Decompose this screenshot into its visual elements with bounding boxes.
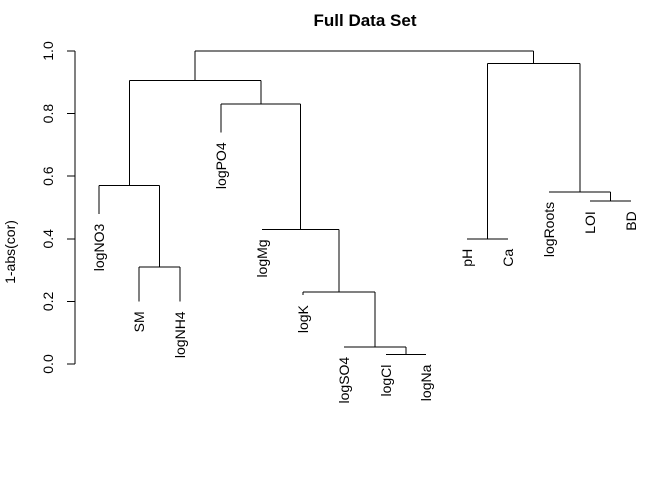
leaf-label: SM <box>131 311 147 332</box>
leaf-labels: logNO3 SM logNH4 logPO4 logMg logK logSO4 logCl… <box>91 142 639 403</box>
y-tick-label: 0.8 <box>40 104 56 124</box>
dendrogram-tree <box>98 50 631 356</box>
merge-m9 <box>98 185 160 267</box>
y-tick-label: 0.2 <box>40 291 56 311</box>
leaf-label: logMg <box>254 239 270 277</box>
merge-m3 <box>302 291 376 347</box>
leaf-label: logRoots <box>541 202 557 257</box>
leaf-label: logSO4 <box>336 357 352 404</box>
merge-m8 <box>549 191 611 202</box>
leaf-label: logCl <box>378 365 394 397</box>
merge-m2 <box>344 346 407 355</box>
y-axis: 0.0 0.2 0.4 0.6 0.8 1.0 <box>40 41 76 374</box>
merge-m11 <box>128 80 262 186</box>
leaf-label: Ca <box>500 249 516 267</box>
leaf-label: BD <box>623 211 639 230</box>
merge-m4 <box>138 266 181 302</box>
merge-m6 <box>262 228 340 293</box>
leaf-label: logK <box>295 304 311 333</box>
leaf-label: logNO3 <box>91 224 107 272</box>
leaf-label: logPO4 <box>213 142 229 189</box>
chart-title: Full Data Set <box>314 11 417 30</box>
merge-m12 <box>487 63 581 239</box>
y-axis-label: 1-abs(cor) <box>2 220 18 284</box>
leaf-label: logNH4 <box>172 311 188 358</box>
merge-m10 <box>220 103 301 230</box>
y-tick-label: 0.0 <box>40 354 56 374</box>
leaf-label: logNa <box>418 364 434 401</box>
y-tick-label: 0.4 <box>40 229 56 249</box>
leaf-label: LOI <box>582 211 598 234</box>
y-tick-label: 0.6 <box>40 166 56 186</box>
y-tick-label: 1.0 <box>40 41 56 61</box>
leaf-label: pH <box>459 249 475 267</box>
merge-m13 <box>194 50 535 81</box>
